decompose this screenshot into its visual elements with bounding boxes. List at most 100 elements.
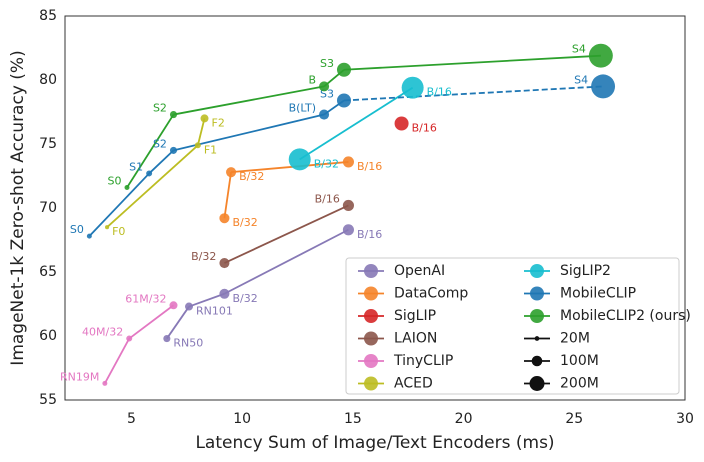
series-line bbox=[128, 304, 175, 340]
data-point bbox=[288, 148, 311, 171]
series-line bbox=[224, 204, 349, 264]
point-label: RN50 bbox=[173, 337, 203, 350]
data-point bbox=[336, 62, 352, 77]
point-label: B/16 bbox=[427, 86, 452, 99]
data-point bbox=[200, 114, 209, 123]
point-label: F0 bbox=[112, 225, 125, 238]
legend-label: 20M bbox=[560, 331, 590, 347]
point-label: S2 bbox=[153, 102, 167, 115]
y-axis-label: ImageNet-1k Zero-shot Accuracy (%) bbox=[8, 50, 28, 365]
data-point bbox=[126, 335, 133, 342]
x-tick-label: 10 bbox=[233, 411, 251, 427]
data-point bbox=[342, 224, 354, 236]
data-point bbox=[105, 225, 110, 230]
point-label: B/32 bbox=[314, 157, 339, 170]
data-point bbox=[169, 301, 178, 310]
legend-label: 100M bbox=[560, 353, 599, 369]
point-label: B/16 bbox=[357, 160, 382, 173]
legend-label: DataComp bbox=[394, 286, 468, 302]
legend-label: MobileCLIP2 (ours) bbox=[560, 308, 691, 324]
x-tick-label: 20 bbox=[455, 411, 473, 427]
point-label: S0 bbox=[70, 223, 84, 236]
series-line bbox=[343, 54, 601, 71]
data-point bbox=[226, 167, 237, 178]
series-line bbox=[299, 86, 414, 161]
x-tick-label: 15 bbox=[344, 411, 362, 427]
series-line bbox=[88, 172, 150, 237]
data-point bbox=[163, 335, 171, 343]
data-point bbox=[124, 185, 130, 191]
point-label: B/16 bbox=[315, 192, 340, 205]
series-line bbox=[230, 161, 349, 174]
legend-label: MobileCLIP bbox=[560, 286, 636, 302]
point-label: RN101 bbox=[196, 305, 233, 318]
data-point bbox=[102, 380, 108, 386]
legend-label: SigLIP bbox=[394, 308, 436, 324]
data-point bbox=[336, 93, 352, 108]
point-label: B bbox=[308, 73, 316, 86]
legend-marker bbox=[364, 264, 378, 278]
point-label: B(LT) bbox=[289, 102, 316, 115]
size-legend-marker bbox=[534, 336, 540, 341]
data-point bbox=[86, 233, 92, 239]
series-line bbox=[224, 228, 349, 295]
series-line bbox=[126, 114, 175, 189]
size-legend-marker bbox=[531, 355, 543, 367]
point-label: S0 bbox=[108, 175, 122, 188]
data-point bbox=[194, 142, 201, 149]
data-point bbox=[219, 213, 230, 224]
data-point bbox=[342, 156, 354, 168]
point-label: 61M/32 bbox=[125, 292, 166, 305]
legend-box bbox=[345, 257, 680, 395]
point-label: 40M/32 bbox=[82, 326, 123, 339]
point-label: B/16 bbox=[412, 122, 437, 135]
series-line bbox=[173, 85, 325, 116]
x-axis-label: Latency Sum of Image/Text Encoders (ms) bbox=[195, 433, 554, 453]
series-line bbox=[166, 306, 190, 340]
x-tick-label: 30 bbox=[676, 411, 694, 427]
point-label: S2 bbox=[153, 137, 167, 150]
point-label: B/32 bbox=[232, 216, 257, 229]
data-point bbox=[588, 43, 613, 68]
point-label: B/32 bbox=[239, 170, 264, 183]
point-label: S1 bbox=[129, 160, 143, 173]
data-point bbox=[169, 111, 178, 119]
legend-marker bbox=[530, 309, 544, 323]
legend-label: ACED bbox=[394, 376, 433, 392]
legend-marker bbox=[364, 331, 378, 346]
size-legend-marker bbox=[529, 376, 545, 391]
y-tick-label: 75 bbox=[39, 136, 57, 152]
data-point bbox=[319, 81, 330, 92]
legend-marker bbox=[530, 286, 544, 301]
series-line bbox=[343, 85, 604, 102]
series-line bbox=[223, 172, 232, 219]
data-point bbox=[146, 170, 153, 177]
data-point bbox=[319, 109, 330, 120]
legend-label: SigLIP2 bbox=[560, 263, 611, 279]
series-line bbox=[106, 144, 199, 228]
point-label: S4 bbox=[572, 43, 586, 56]
legend-marker bbox=[530, 264, 544, 278]
series-line bbox=[196, 118, 206, 146]
data-point bbox=[219, 258, 230, 269]
legend-label: OpenAI bbox=[394, 263, 445, 279]
legend-label: TinyCLIP bbox=[393, 353, 453, 369]
series-line bbox=[104, 338, 131, 384]
legend-marker bbox=[364, 376, 378, 391]
series-line bbox=[148, 149, 175, 175]
point-label: RN19M bbox=[60, 370, 99, 383]
data-point bbox=[219, 288, 230, 299]
data-point bbox=[169, 146, 178, 154]
legend-label: LAION bbox=[394, 331, 437, 347]
legend-marker bbox=[364, 354, 378, 368]
point-label: F1 bbox=[204, 143, 217, 156]
point-label: B/16 bbox=[357, 228, 382, 241]
x-tick-label: 25 bbox=[565, 411, 583, 427]
point-label: B/32 bbox=[232, 292, 257, 305]
point-label: F2 bbox=[212, 116, 225, 129]
legend-marker bbox=[364, 286, 378, 301]
x-tick-label: 5 bbox=[127, 411, 136, 427]
series-line bbox=[188, 292, 225, 308]
y-tick-label: 65 bbox=[39, 264, 57, 280]
